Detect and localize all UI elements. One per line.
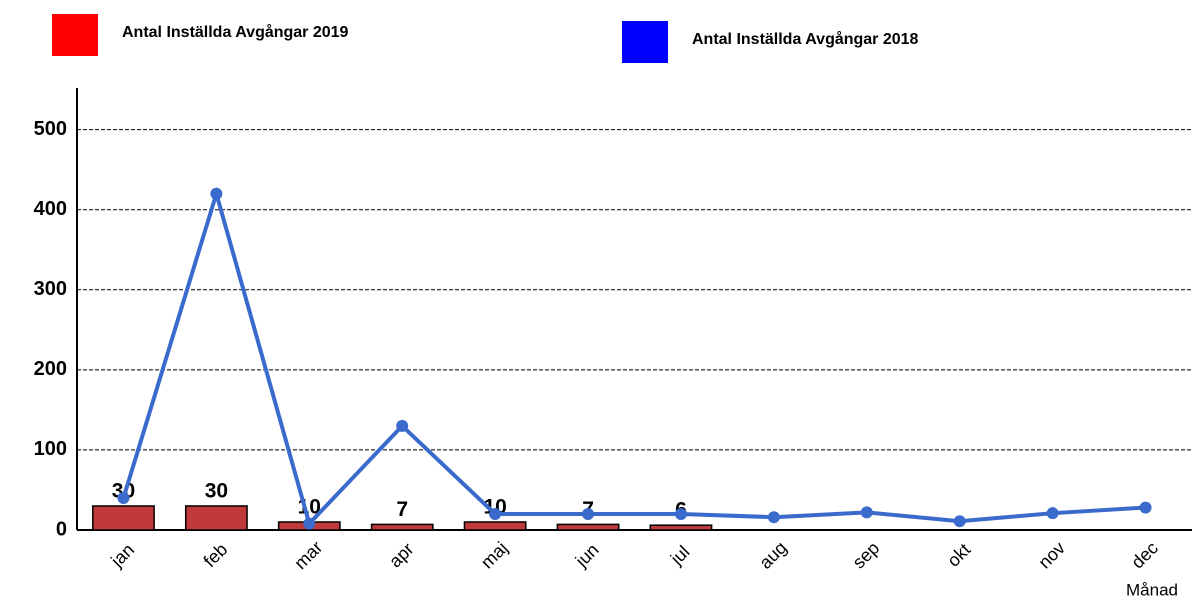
line-point <box>117 491 130 504</box>
line-point <box>396 419 409 432</box>
x-tick-label: dec <box>1127 538 1162 573</box>
x-tick-label: aug <box>755 537 790 572</box>
data-label: 30 <box>205 480 228 503</box>
bar <box>92 505 155 531</box>
x-tick-label: sep <box>849 538 884 573</box>
y-tick-label: 200 <box>34 358 67 380</box>
data-label: 7 <box>396 498 408 521</box>
x-tick-label: feb <box>200 539 232 571</box>
x-tick-label: mar <box>290 537 326 573</box>
line-point <box>489 507 502 520</box>
line-point <box>674 507 687 520</box>
bar <box>556 523 620 531</box>
y-tick-label: 500 <box>34 118 67 140</box>
line-point <box>582 507 595 520</box>
x-tick-label: nov <box>1034 538 1069 573</box>
y-tick-label: 400 <box>34 198 67 220</box>
legend-swatch <box>622 21 668 63</box>
x-tick-label: jan <box>106 540 138 572</box>
x-tick-label: maj <box>477 538 512 573</box>
line-point <box>1139 501 1152 514</box>
line-point <box>1046 507 1059 520</box>
x-tick-label: apr <box>385 539 418 572</box>
y-tick-label: 300 <box>34 278 67 300</box>
line-point <box>767 511 780 524</box>
legend-label: Antal Inställda Avgångar 2019 <box>122 23 349 41</box>
x-tick-label: okt <box>943 540 974 571</box>
legend-swatch <box>52 14 98 56</box>
bar <box>370 523 434 531</box>
line-point <box>210 187 223 200</box>
y-tick-label: 0 <box>56 518 67 540</box>
bar <box>649 524 713 531</box>
line <box>121 186 1146 528</box>
line-point <box>860 506 873 519</box>
line-point <box>303 517 316 530</box>
y-tick-label: 100 <box>34 438 67 460</box>
line-point <box>953 515 966 528</box>
bar <box>184 505 248 531</box>
x-tick-label: jul <box>666 542 694 570</box>
x-axis-label: Månad <box>1126 580 1178 599</box>
legend-label: Antal Inställda Avgångar 2018 <box>692 30 919 48</box>
x-tick-label: jun <box>571 540 603 572</box>
bar <box>463 521 527 531</box>
